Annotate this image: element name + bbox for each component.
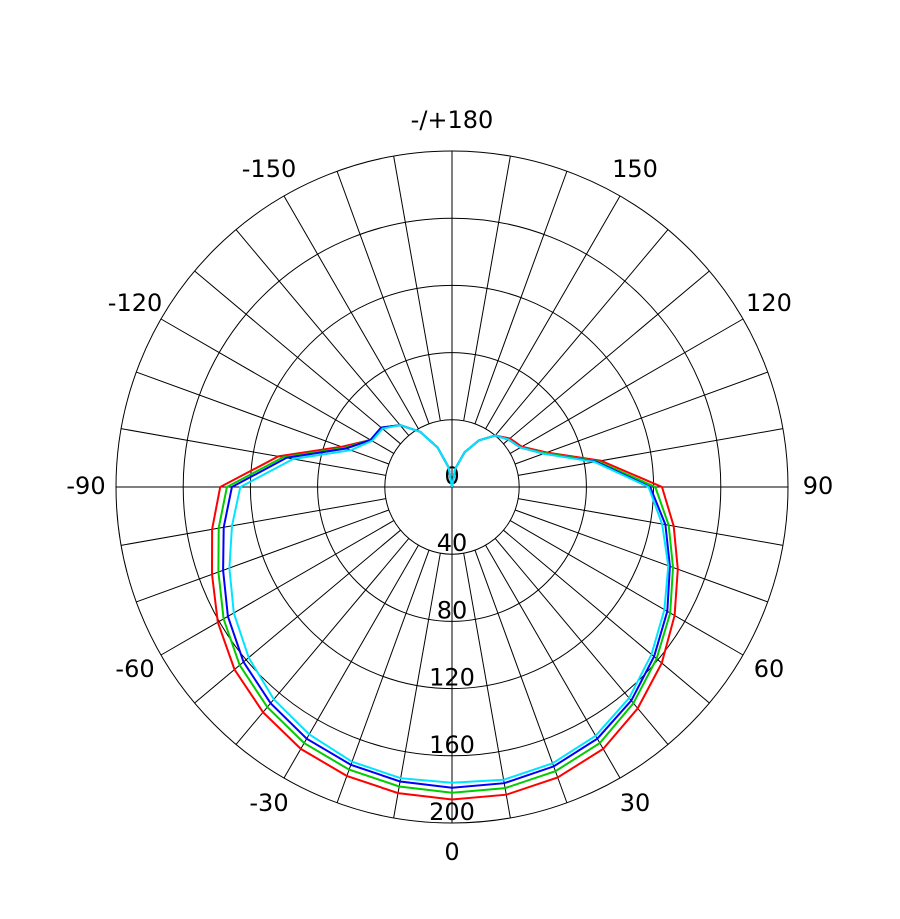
spoke — [160, 318, 395, 454]
spoke — [121, 498, 386, 546]
r-tick-label: 160 — [429, 731, 475, 759]
spoke — [393, 156, 441, 421]
spoke — [160, 520, 395, 656]
r-tick-label: 40 — [437, 529, 468, 557]
spoke — [336, 171, 430, 425]
spoke — [235, 229, 410, 436]
spoke — [194, 270, 401, 445]
spoke — [474, 549, 568, 803]
spoke — [509, 318, 744, 454]
spoke — [494, 229, 669, 436]
spoke — [518, 498, 783, 546]
theta-tick-label: 60 — [754, 655, 785, 683]
spoke — [518, 428, 783, 476]
spoke — [494, 538, 669, 745]
spoke — [503, 529, 710, 704]
spoke — [503, 270, 710, 445]
spoke — [283, 195, 419, 430]
theta-tick-label: 90 — [803, 472, 834, 500]
theta-tick-label: -60 — [115, 655, 154, 683]
spoke — [514, 371, 768, 465]
theta-tick-label: 30 — [620, 789, 651, 817]
theta-tick-label: -30 — [249, 789, 288, 817]
r-tick-label: 80 — [437, 596, 468, 624]
spoke — [235, 538, 410, 745]
spoke — [514, 509, 768, 603]
r-tick-label: 200 — [429, 798, 475, 826]
spoke — [509, 520, 744, 656]
theta-tick-label: 0 — [444, 838, 459, 866]
theta-tick-label: 150 — [612, 155, 658, 183]
spoke — [463, 553, 511, 818]
spoke — [121, 428, 386, 476]
theta-tick-label: -120 — [108, 289, 162, 317]
spoke — [474, 171, 568, 425]
spoke — [463, 156, 511, 421]
spoke — [485, 195, 621, 430]
spoke — [393, 553, 441, 818]
spoke — [336, 549, 430, 803]
theta-tick-label: 120 — [746, 289, 792, 317]
theta-tick-label: -90 — [66, 472, 105, 500]
r-tick-label: 120 — [429, 664, 475, 692]
theta-tick-label: -/+180 — [411, 106, 494, 134]
theta-tick-label: -150 — [242, 155, 296, 183]
series-line — [228, 424, 670, 784]
spoke — [194, 529, 401, 704]
spoke — [136, 509, 390, 603]
